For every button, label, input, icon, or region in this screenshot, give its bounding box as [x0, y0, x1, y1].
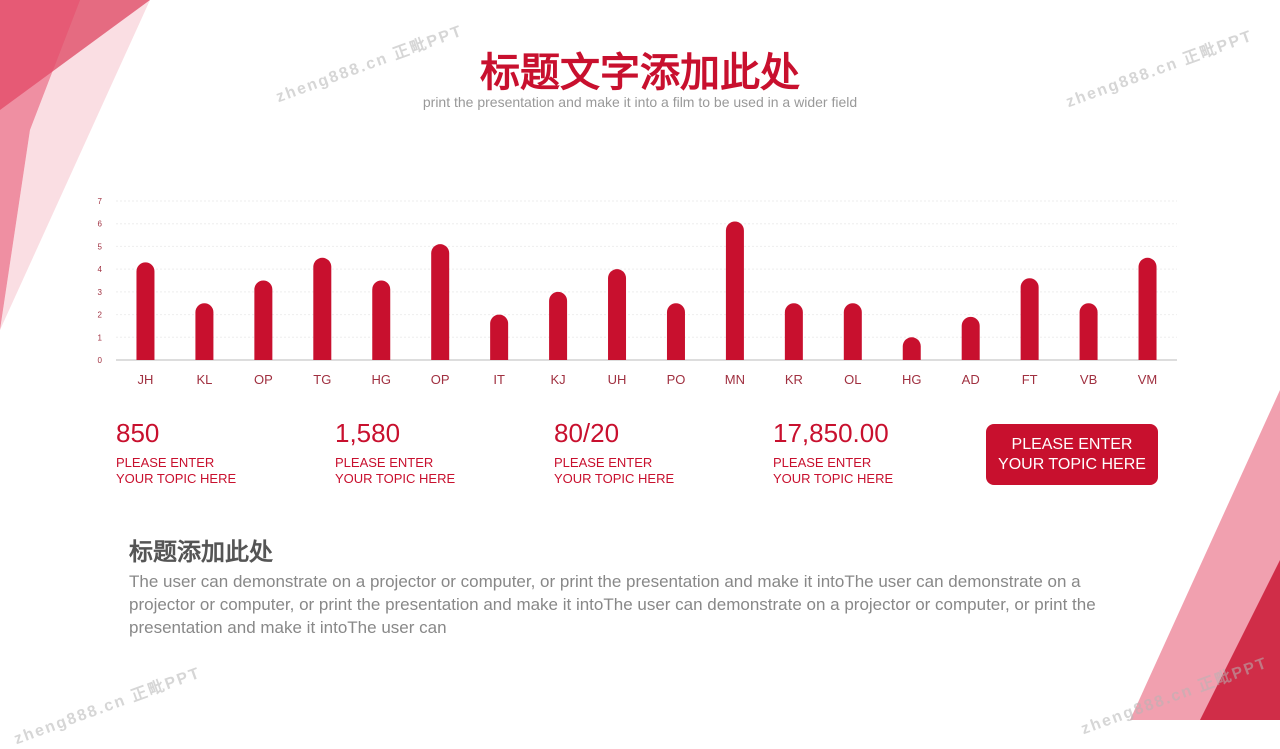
y-tick-label: 4 — [98, 265, 103, 274]
bar — [784, 303, 803, 360]
bar — [313, 257, 332, 360]
stat-label: PLEASE ENTER — [116, 455, 215, 470]
bar-chart: 0 1 2 3 4 5 6 7 JH KL OP TG HG OP IT KJ UH PO MN KR OL HG AD FT… — [98, 197, 1177, 387]
x-tick-label: UH — [608, 372, 627, 387]
page-subtitle: print the presentation and make it into … — [422, 94, 858, 110]
y-tick-label: 1 — [98, 333, 103, 342]
x-tick-label: IT — [493, 372, 505, 387]
stat-label: PLEASE ENTER — [773, 455, 872, 470]
bar — [666, 303, 685, 360]
y-tick-label: 7 — [98, 197, 103, 206]
y-tick-label: 0 — [98, 356, 103, 365]
bar — [431, 244, 450, 360]
x-tick-label: VB — [1080, 372, 1097, 387]
stat-2: 1,580 PLEASE ENTER YOUR TOPIC HERE — [335, 418, 455, 487]
bar — [195, 303, 214, 360]
stat-3: 80/20 PLEASE ENTER YOUR TOPIC HERE — [554, 418, 674, 487]
stat-value: 850 — [116, 418, 160, 448]
button-line: YOUR TOPIC HERE — [998, 455, 1146, 473]
section-title: 标题添加此处 — [129, 538, 273, 566]
y-tick-label: 3 — [98, 288, 103, 297]
x-tick-label: KJ — [550, 372, 565, 387]
y-tick-label: 2 — [98, 311, 103, 320]
x-tick-label: MN — [725, 372, 745, 387]
x-tick-label: OP — [431, 372, 450, 387]
button-line: PLEASE ENTER — [1011, 435, 1133, 453]
section-body: The user can demonstrate on a projector … — [129, 572, 1096, 637]
x-tick-label: TG — [313, 372, 331, 387]
bar — [1020, 278, 1039, 360]
stat-1: 850 PLEASE ENTER YOUR TOPIC HERE — [116, 418, 236, 487]
bar — [136, 262, 155, 360]
x-tick-label: AD — [962, 372, 980, 387]
stat-value: 80/20 — [554, 418, 620, 448]
bar — [490, 314, 509, 360]
x-tick-label: OL — [844, 372, 861, 387]
stat-label: YOUR TOPIC HERE — [554, 471, 675, 486]
x-tick-label: KL — [196, 372, 212, 387]
topic-button[interactable]: PLEASE ENTER YOUR TOPIC HERE — [986, 424, 1158, 485]
x-tick-label: VM — [1138, 372, 1158, 387]
bar — [725, 221, 744, 360]
page-title: 标题文字添加此处 — [480, 50, 800, 96]
x-tick-label: FT — [1022, 372, 1038, 387]
bar — [1138, 257, 1157, 360]
stat-label: PLEASE ENTER — [335, 455, 434, 470]
y-tick-label: 6 — [98, 220, 103, 229]
stat-4: 17,850.00 PLEASE ENTER YOUR TOPIC HERE — [773, 418, 893, 487]
bar — [961, 316, 980, 360]
y-tick-label: 5 — [98, 242, 103, 251]
bar — [1079, 303, 1098, 360]
bar — [902, 337, 921, 360]
bar — [254, 280, 273, 360]
stat-value: 1,580 — [335, 418, 401, 448]
x-tick-label: OP — [254, 372, 273, 387]
bar — [608, 269, 627, 360]
bar — [843, 303, 862, 360]
x-tick-label: HG — [372, 372, 392, 387]
stat-label: PLEASE ENTER — [554, 455, 653, 470]
x-tick-label: HG — [902, 372, 922, 387]
stat-value: 17,850.00 — [773, 418, 889, 448]
x-tick-label: KR — [785, 372, 803, 387]
x-tick-label: PO — [667, 372, 686, 387]
bar — [549, 291, 568, 360]
stat-label: YOUR TOPIC HERE — [335, 471, 456, 486]
x-tick-label: JH — [138, 372, 154, 387]
corner-decoration — [0, 0, 1280, 720]
bar — [372, 280, 391, 360]
stat-label: YOUR TOPIC HERE — [116, 471, 237, 486]
stat-label: YOUR TOPIC HERE — [773, 471, 894, 486]
